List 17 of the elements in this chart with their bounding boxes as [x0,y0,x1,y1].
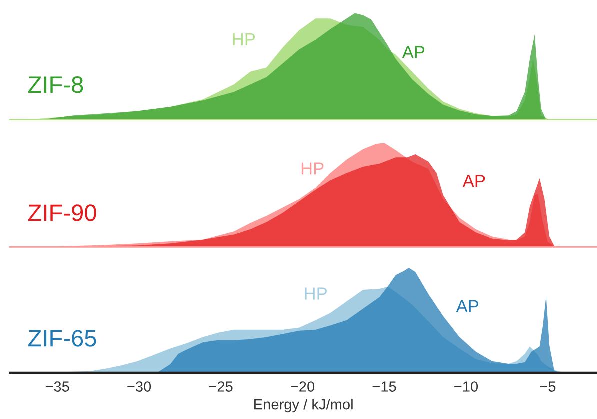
x-tick-label: −15 [372,382,396,392]
x-tick-label: −10 [454,382,478,392]
series-label: HP [302,162,324,175]
x-tick-label: −30 [128,382,152,392]
text: ZIF-8 [28,76,84,94]
text: ZIF-65 [28,330,96,347]
x-tick-label: −5 [540,382,556,392]
series-label: HP [305,288,327,300]
series-label: HP [233,34,256,46]
text: ZIF-90 [28,204,96,222]
x-tick-label: −35 [46,382,70,392]
series-label: AP [402,46,425,58]
x-axis-title: Energy / kJ/mol [254,399,353,413]
x-tick-label: −25 [209,382,233,392]
x-tick-label: −20 [291,382,315,392]
series-label: AP [462,175,486,188]
series-label: AP [456,300,479,312]
